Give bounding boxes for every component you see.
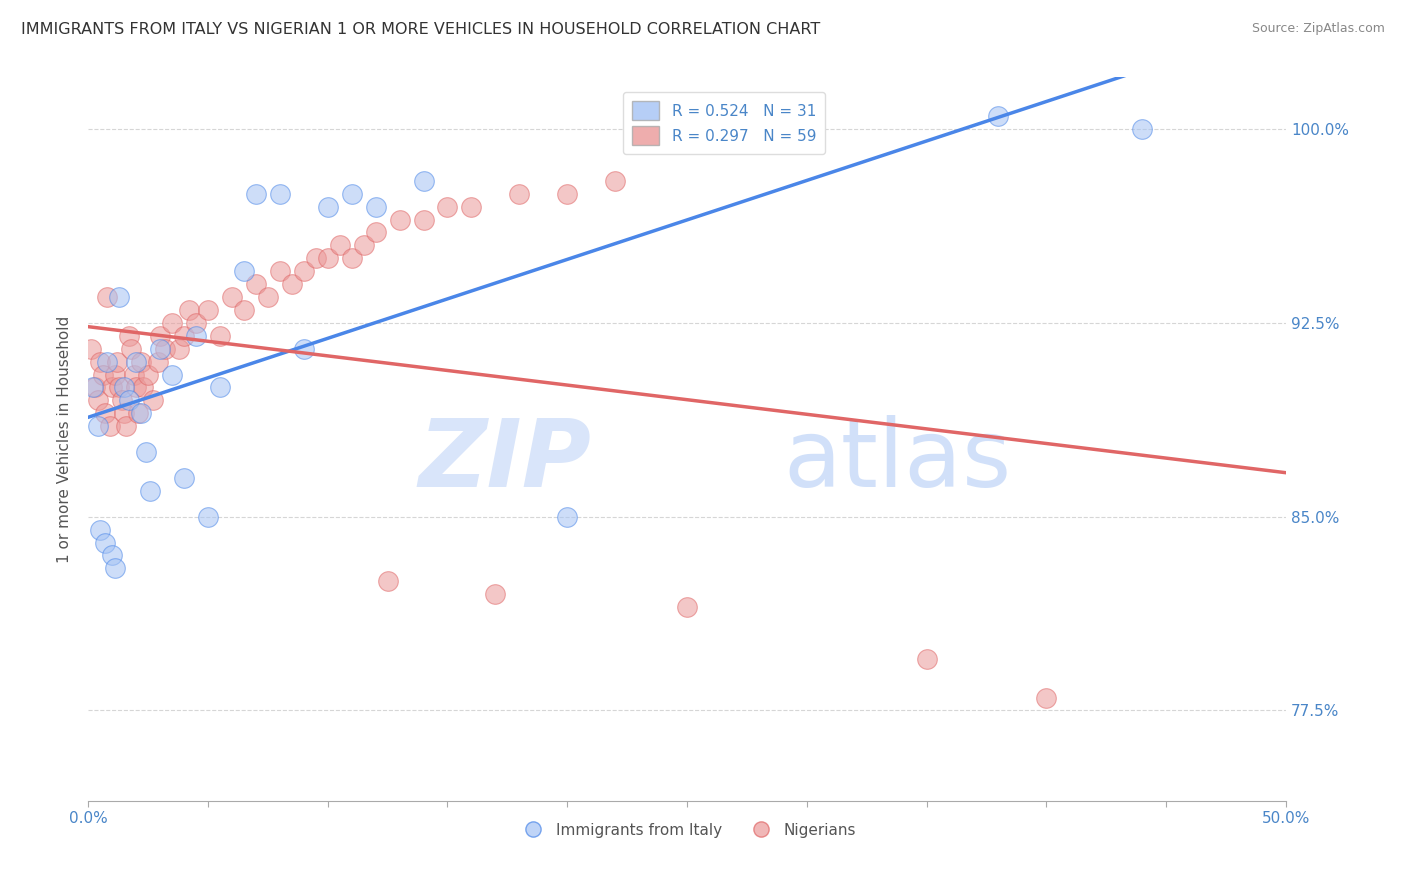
- Point: [146, 354, 169, 368]
- Point: [915, 652, 938, 666]
- Point: [89, 523, 111, 537]
- Point: [96, 354, 118, 368]
- Point: [508, 186, 530, 201]
- Point: [460, 200, 482, 214]
- Point: [329, 238, 352, 252]
- Point: [98, 419, 121, 434]
- Point: [91, 368, 114, 382]
- Point: [436, 200, 458, 214]
- Point: [129, 406, 152, 420]
- Point: [105, 354, 128, 368]
- Point: [197, 509, 219, 524]
- Point: [377, 574, 399, 589]
- Point: [103, 368, 125, 382]
- Point: [101, 380, 124, 394]
- Point: [125, 354, 148, 368]
- Point: [160, 316, 183, 330]
- Point: [112, 380, 135, 394]
- Point: [125, 380, 148, 394]
- Point: [269, 264, 291, 278]
- Point: [292, 264, 315, 278]
- Point: [127, 406, 149, 420]
- Point: [96, 290, 118, 304]
- Point: [103, 561, 125, 575]
- Point: [112, 406, 135, 420]
- Point: [555, 509, 578, 524]
- Point: [221, 290, 243, 304]
- Text: Source: ZipAtlas.com: Source: ZipAtlas.com: [1251, 22, 1385, 36]
- Point: [184, 316, 207, 330]
- Text: IMMIGRANTS FROM ITALY VS NIGERIAN 1 OR MORE VEHICLES IN HOUSEHOLD CORRELATION CH: IMMIGRANTS FROM ITALY VS NIGERIAN 1 OR M…: [21, 22, 820, 37]
- Point: [1035, 690, 1057, 705]
- Point: [232, 264, 254, 278]
- Point: [340, 252, 363, 266]
- Point: [605, 174, 627, 188]
- Point: [245, 186, 267, 201]
- Point: [232, 303, 254, 318]
- Point: [256, 290, 278, 304]
- Point: [120, 342, 142, 356]
- Point: [118, 328, 141, 343]
- Point: [305, 252, 328, 266]
- Point: [82, 380, 104, 394]
- Point: [316, 252, 339, 266]
- Legend: Immigrants from Italy, Nigerians: Immigrants from Italy, Nigerians: [512, 817, 862, 844]
- Point: [184, 328, 207, 343]
- Point: [208, 380, 231, 394]
- Point: [353, 238, 375, 252]
- Point: [555, 186, 578, 201]
- Point: [149, 342, 172, 356]
- Point: [173, 328, 195, 343]
- Point: [89, 354, 111, 368]
- Point: [101, 549, 124, 563]
- Point: [87, 419, 110, 434]
- Point: [167, 342, 190, 356]
- Point: [153, 342, 176, 356]
- Point: [94, 406, 117, 420]
- Point: [149, 328, 172, 343]
- Point: [245, 277, 267, 292]
- Point: [281, 277, 304, 292]
- Point: [269, 186, 291, 201]
- Point: [129, 354, 152, 368]
- Point: [136, 368, 159, 382]
- Point: [84, 380, 107, 394]
- Point: [79, 342, 101, 356]
- Point: [94, 535, 117, 549]
- Point: [1130, 122, 1153, 136]
- Point: [484, 587, 506, 601]
- Point: [292, 342, 315, 356]
- Point: [118, 393, 141, 408]
- Point: [987, 109, 1010, 123]
- Point: [122, 368, 145, 382]
- Point: [160, 368, 183, 382]
- Text: ZIP: ZIP: [419, 415, 592, 507]
- Point: [364, 226, 387, 240]
- Point: [111, 393, 134, 408]
- Point: [115, 419, 138, 434]
- Point: [412, 212, 434, 227]
- Point: [197, 303, 219, 318]
- Point: [139, 483, 162, 498]
- Point: [388, 212, 411, 227]
- Point: [135, 445, 157, 459]
- Point: [173, 471, 195, 485]
- Point: [87, 393, 110, 408]
- Point: [364, 200, 387, 214]
- Point: [142, 393, 165, 408]
- Text: atlas: atlas: [783, 415, 1011, 507]
- Point: [412, 174, 434, 188]
- Point: [177, 303, 200, 318]
- Point: [108, 380, 131, 394]
- Point: [132, 380, 155, 394]
- Point: [108, 290, 131, 304]
- Point: [676, 600, 699, 615]
- Point: [208, 328, 231, 343]
- Y-axis label: 1 or more Vehicles in Household: 1 or more Vehicles in Household: [58, 316, 72, 563]
- Point: [316, 200, 339, 214]
- Point: [340, 186, 363, 201]
